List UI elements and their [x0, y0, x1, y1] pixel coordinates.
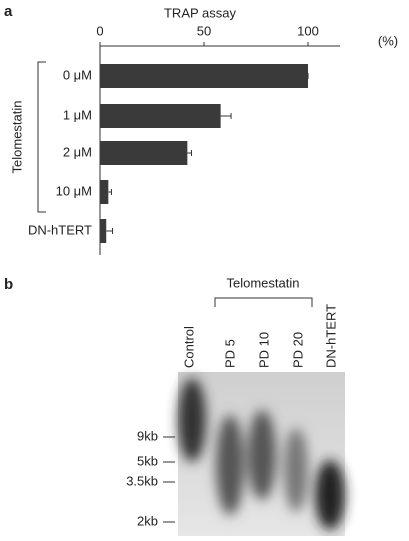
panel-label: b [4, 276, 13, 293]
error-bar [108, 189, 112, 195]
error-bar [187, 150, 193, 156]
y-tick-label: 1 μM [63, 107, 92, 122]
panel-label: a [4, 3, 13, 20]
lane-label: PD 5 [222, 339, 237, 368]
lane-label: PD 10 [256, 332, 271, 368]
marker-label: 3.5kb [126, 473, 158, 488]
y-tick-label: DN-hTERT [28, 222, 92, 237]
bar [100, 180, 109, 204]
y-tick-label: 0 μM [63, 67, 92, 82]
error-bar [106, 228, 113, 234]
lane-label: DN-hTERT [323, 304, 338, 368]
bar [100, 219, 107, 243]
bracket [214, 297, 313, 307]
bar [100, 104, 221, 128]
marker-label: 9kb [137, 428, 158, 443]
x-tick-label: 100 [297, 23, 319, 38]
group-label: Telomestatin [227, 275, 300, 290]
group-label: Telomestatin [9, 101, 24, 174]
gel-image [178, 372, 345, 536]
chart-title: TRAP assay [164, 5, 237, 20]
unit-label: (%) [378, 33, 398, 48]
lane-label: PD 20 [290, 332, 305, 368]
bar [100, 141, 188, 165]
x-tick-label: 0 [96, 23, 103, 38]
marker-label: 5kb [137, 453, 158, 468]
marker-label: 2kb [137, 513, 158, 528]
error-bar [220, 113, 232, 119]
bracket [37, 61, 46, 213]
bar [100, 64, 308, 88]
y-tick-label: 10 μM [56, 183, 92, 198]
y-tick-label: 2 μM [63, 144, 92, 159]
lane-label: Control [181, 326, 196, 368]
x-tick-label: 50 [197, 23, 211, 38]
